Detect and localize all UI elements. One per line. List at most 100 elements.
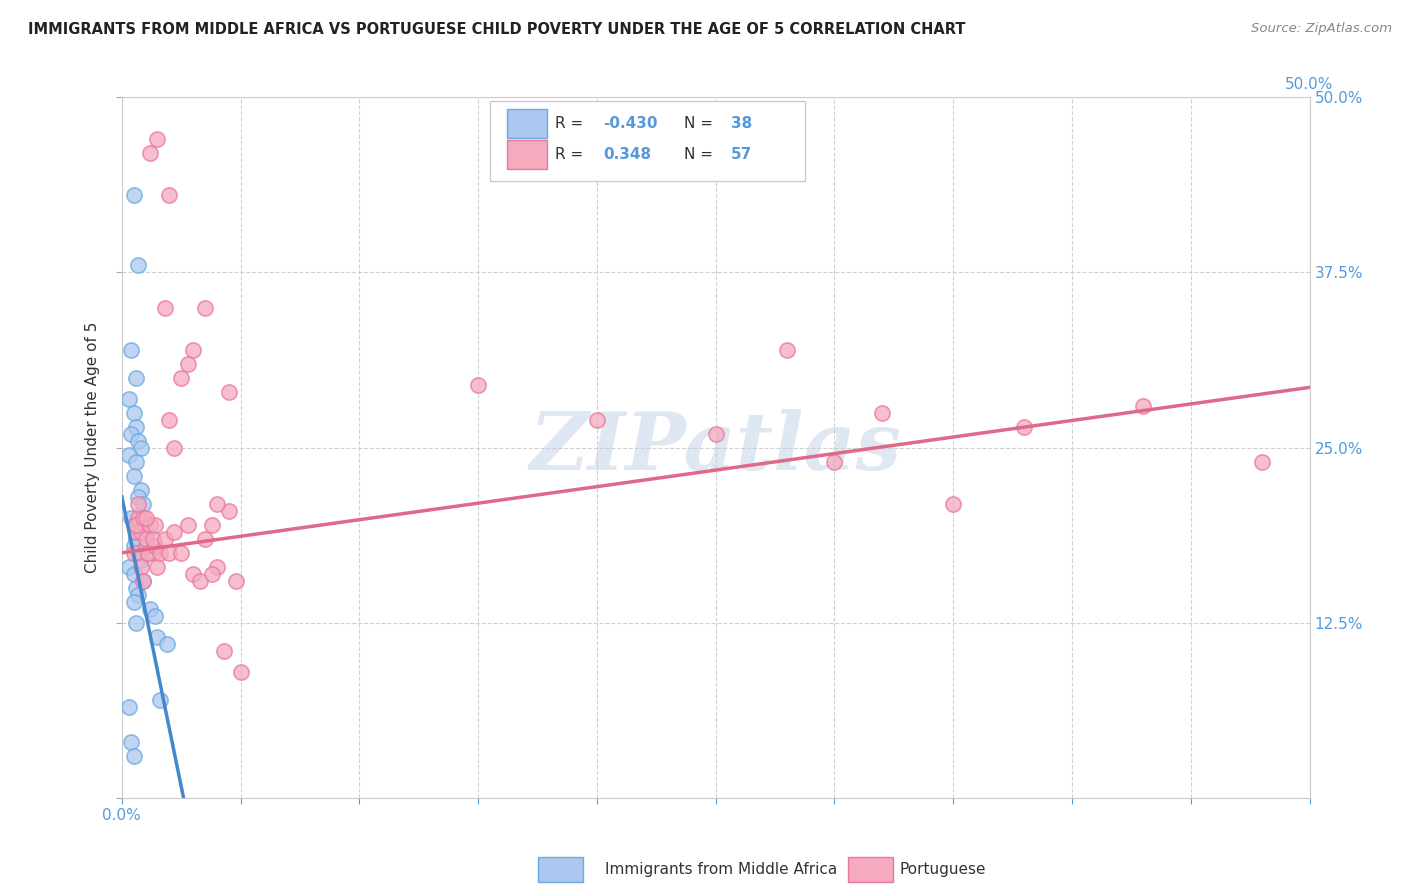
Point [170, 370, 193, 384]
Point [467, 377, 489, 392]
Point [153, 532, 176, 546]
Point [127, 259, 149, 273]
Text: ZIPatlas: ZIPatlas [530, 409, 901, 486]
Point [177, 517, 200, 532]
Point [1132, 399, 1154, 413]
Point [205, 497, 228, 511]
FancyBboxPatch shape [491, 101, 804, 181]
Point [225, 574, 247, 588]
FancyBboxPatch shape [506, 109, 547, 138]
Point [118, 700, 141, 714]
Point [127, 510, 149, 524]
Point [157, 188, 180, 202]
Point [135, 524, 157, 539]
Point [704, 426, 727, 441]
Text: -0.430: -0.430 [603, 116, 658, 131]
Text: 0.348: 0.348 [603, 147, 651, 162]
Point [870, 406, 893, 420]
Point [132, 574, 155, 588]
Point [139, 517, 162, 532]
Point [122, 595, 145, 609]
Point [125, 370, 148, 384]
Point [125, 455, 148, 469]
Point [135, 532, 157, 546]
Text: Portuguese: Portuguese [900, 863, 987, 877]
Point [776, 343, 799, 357]
FancyBboxPatch shape [506, 140, 547, 169]
Point [201, 566, 224, 581]
Point [586, 412, 609, 426]
Text: IMMIGRANTS FROM MIDDLE AFRICA VS PORTUGUESE CHILD POVERTY UNDER THE AGE OF 5 COR: IMMIGRANTS FROM MIDDLE AFRICA VS PORTUGU… [28, 22, 966, 37]
Y-axis label: Child Poverty Under the Age of 5: Child Poverty Under the Age of 5 [86, 322, 100, 574]
Point [1014, 419, 1036, 434]
Point [163, 441, 186, 455]
Point [177, 357, 200, 371]
Text: Source: ZipAtlas.com: Source: ZipAtlas.com [1251, 22, 1392, 36]
Point [122, 406, 145, 420]
Point [139, 602, 162, 616]
Text: R =: R = [555, 147, 593, 162]
Point [205, 559, 228, 574]
Point [181, 566, 204, 581]
Point [127, 490, 149, 504]
Point [125, 524, 148, 539]
Point [143, 539, 166, 553]
Text: Immigrants from Middle Africa: Immigrants from Middle Africa [605, 863, 837, 877]
Point [125, 581, 148, 595]
Point [122, 188, 145, 202]
Point [135, 539, 157, 553]
Point [201, 517, 224, 532]
Point [132, 574, 155, 588]
Text: N =: N = [683, 147, 717, 162]
Point [122, 566, 145, 581]
Point [127, 588, 149, 602]
Point [125, 615, 148, 630]
Point [139, 146, 162, 161]
Point [120, 510, 142, 524]
Point [194, 301, 217, 315]
Point [125, 517, 148, 532]
Point [157, 412, 180, 426]
Point [142, 532, 165, 546]
Point [218, 504, 240, 518]
Point [122, 749, 145, 764]
Point [142, 546, 165, 560]
Point [125, 419, 148, 434]
Point [120, 735, 142, 749]
Point [132, 497, 155, 511]
Point [181, 343, 204, 357]
Point [122, 546, 145, 560]
Point [129, 483, 152, 497]
Point [229, 665, 252, 679]
Point [170, 546, 193, 560]
Point [120, 343, 142, 357]
Point [942, 497, 965, 511]
Point [129, 524, 152, 539]
Point [188, 574, 211, 588]
Text: 57: 57 [731, 147, 752, 162]
Point [156, 637, 179, 651]
Point [1251, 455, 1274, 469]
Point [118, 559, 141, 574]
Point [194, 532, 217, 546]
Point [135, 510, 157, 524]
Point [125, 532, 148, 546]
Point [163, 524, 186, 539]
Point [129, 559, 152, 574]
Point [146, 132, 169, 146]
Point [120, 426, 142, 441]
Point [129, 441, 152, 455]
Point [122, 468, 145, 483]
Point [212, 644, 235, 658]
Point [149, 693, 172, 707]
Text: N =: N = [683, 116, 717, 131]
Point [129, 553, 152, 567]
Point [153, 301, 176, 315]
Point [127, 434, 149, 448]
Point [136, 546, 159, 560]
Point [132, 510, 155, 524]
Point [146, 559, 169, 574]
Point [127, 497, 149, 511]
Point [122, 517, 145, 532]
Text: 38: 38 [731, 116, 752, 131]
